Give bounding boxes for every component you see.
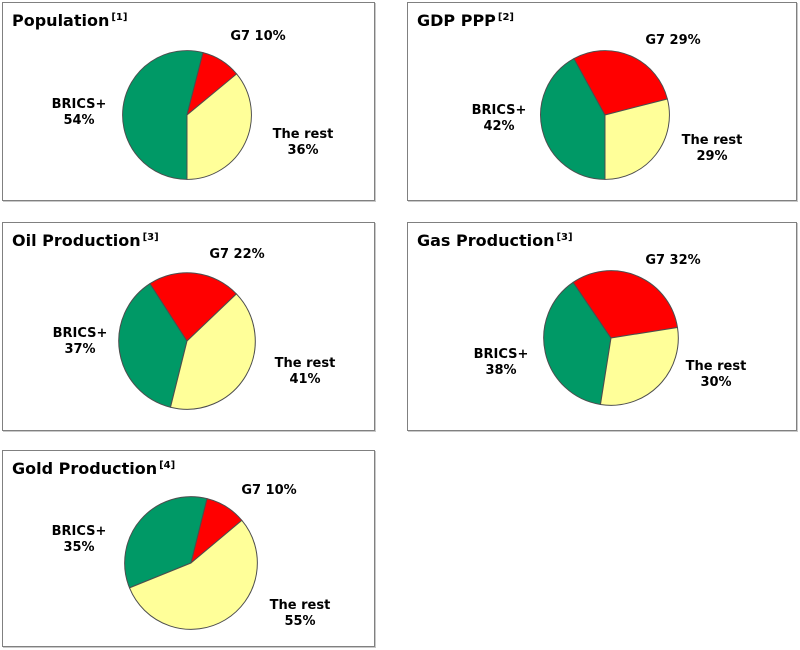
label-brics-value: 42%	[483, 119, 515, 134]
pie-slice-brics-	[122, 50, 204, 180]
label-rest: The rest 36%	[253, 127, 353, 159]
label-rest: The rest 55%	[250, 598, 350, 630]
footnote-ref: [1]	[111, 11, 128, 23]
pie-slice-the-rest	[128, 519, 258, 630]
footnote-ref: [2]	[497, 11, 514, 23]
panel-population: Population [1] G7 10% BRICS+ 54% The rest…	[2, 2, 375, 201]
pie-slice-the-rest	[599, 326, 679, 406]
label-brics: BRICS+ 37%	[30, 326, 130, 358]
label-g7: G7 22%	[209, 247, 265, 262]
chart-title-text: Population	[12, 11, 110, 30]
label-brics: BRICS+ 38%	[451, 347, 551, 379]
pie-slice-the-rest	[169, 293, 256, 410]
chart-title: Population [1]	[12, 11, 127, 30]
label-g7: G7 29%	[645, 33, 701, 48]
chart-title-text: Oil Production	[12, 231, 141, 250]
label-brics-value: 37%	[64, 342, 96, 357]
pie-slice-brics-	[543, 281, 612, 405]
label-brics: BRICS+ 35%	[29, 524, 129, 556]
label-rest-value: 55%	[284, 614, 316, 629]
label-rest-name: The rest	[269, 598, 331, 613]
label-rest-value: 30%	[700, 375, 732, 390]
pie-chart-population	[122, 50, 252, 180]
chart-title: Oil Production [3]	[12, 231, 159, 250]
pie-slice-the-rest	[186, 73, 252, 180]
panel-gas-production: Gas Production [3] G7 32% BRICS+ 38% The …	[407, 222, 797, 431]
panel-gdp-ppp: GDP PPP [2] G7 29% BRICS+ 42% The rest 29…	[407, 2, 797, 201]
footnote-ref: [3]	[556, 231, 573, 243]
label-brics-name: BRICS+	[52, 326, 108, 341]
label-brics-name: BRICS+	[51, 97, 107, 112]
footnote-ref: [3]	[142, 231, 159, 243]
label-brics-value: 54%	[63, 113, 95, 128]
label-g7: G7 10%	[230, 29, 286, 44]
label-brics: BRICS+ 42%	[449, 103, 549, 135]
footnote-ref: [4]	[159, 459, 176, 471]
chart-title-text: GDP PPP	[417, 11, 496, 30]
label-brics-name: BRICS+	[471, 103, 527, 118]
label-brics-name: BRICS+	[473, 347, 529, 362]
label-rest-name: The rest	[681, 133, 743, 148]
label-brics-name: BRICS+	[51, 524, 107, 539]
panel-gold-production: Gold Production [4] G7 10% BRICS+ 35% The…	[2, 450, 375, 647]
label-g7: G7 10%	[241, 483, 297, 498]
label-brics: BRICS+ 54%	[29, 97, 129, 129]
pie-slice-brics-	[540, 58, 606, 180]
label-brics-value: 35%	[63, 540, 95, 555]
pie-chart-gdp-ppp	[540, 50, 670, 180]
pie-slice-g7	[572, 270, 678, 339]
label-rest-value: 29%	[696, 149, 728, 164]
chart-title-text: Gas Production	[417, 231, 555, 250]
label-rest: The rest 29%	[662, 133, 762, 165]
chart-title: Gas Production [3]	[417, 231, 573, 250]
label-brics-value: 38%	[485, 363, 517, 378]
label-rest: The rest 41%	[255, 356, 355, 388]
pie-slice-brics-	[118, 283, 188, 408]
pie-chart-gold-production	[124, 496, 258, 630]
label-rest-name: The rest	[272, 127, 334, 142]
chart-title: Gold Production [4]	[12, 459, 175, 478]
pie-chart-gas-production	[543, 270, 679, 406]
label-g7: G7 32%	[645, 253, 701, 268]
chart-title-text: Gold Production	[12, 459, 158, 478]
panel-oil-production: Oil Production [3] G7 22% BRICS+ 37% The …	[2, 222, 375, 431]
pie-slice-the-rest	[604, 98, 670, 180]
label-rest: The rest 30%	[666, 359, 766, 391]
label-rest-name: The rest	[685, 359, 747, 374]
label-rest-name: The rest	[274, 356, 336, 371]
pie-chart-oil-production	[118, 272, 256, 410]
pie-slice-brics-	[124, 496, 208, 589]
label-rest-value: 36%	[287, 143, 319, 158]
chart-title: GDP PPP [2]	[417, 11, 514, 30]
pie-slice-g7	[149, 272, 237, 342]
label-rest-value: 41%	[289, 372, 321, 387]
pie-slice-g7	[573, 50, 668, 116]
